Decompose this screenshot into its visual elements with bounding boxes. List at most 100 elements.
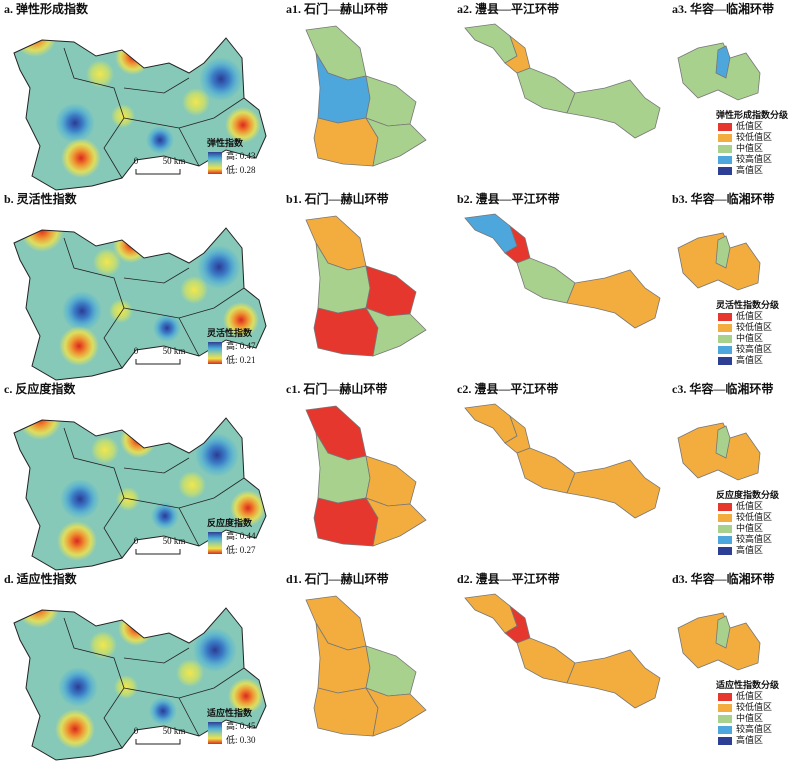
- row-title: a. 弹性形成指数: [4, 1, 89, 16]
- district: [464, 23, 518, 64]
- district: [464, 593, 518, 634]
- district: [516, 447, 576, 494]
- class-label: 中值区: [736, 142, 763, 153]
- class-label: 中值区: [736, 712, 763, 723]
- class-swatch: [718, 737, 732, 745]
- class-swatch: [718, 156, 732, 164]
- class-legend-title: 弹性形成指数分级: [716, 109, 789, 120]
- legend-bar: [208, 532, 222, 554]
- legend-low: 低: 0.30: [226, 734, 256, 745]
- scale-bar: [135, 169, 181, 175]
- legend-low: 低: 0.27: [226, 544, 256, 555]
- district: [313, 687, 379, 737]
- class-label: 较低值区: [736, 321, 772, 332]
- district: [365, 687, 427, 737]
- class-label: 较高值区: [736, 533, 772, 544]
- district: [715, 425, 731, 459]
- district: [464, 403, 518, 444]
- district: [313, 307, 379, 357]
- zone-map-1: [305, 215, 427, 357]
- zone-map-3: [677, 42, 761, 101]
- legend-bar: [208, 342, 222, 364]
- hotspot: [115, 39, 151, 75]
- zone-map-1: [305, 25, 427, 167]
- district: [365, 117, 427, 167]
- border: [123, 457, 190, 474]
- zone-map-3: [677, 612, 761, 671]
- border: [123, 477, 245, 509]
- hotspot: [118, 610, 154, 646]
- legend-high: 高: 0.43: [226, 150, 256, 161]
- district: [365, 455, 417, 507]
- hotspot: [193, 628, 237, 672]
- scale-zero: 0: [134, 726, 139, 736]
- district: [305, 595, 367, 651]
- class-swatch: [718, 547, 732, 555]
- district: [365, 645, 417, 697]
- district: [313, 497, 379, 547]
- district: [715, 235, 731, 269]
- border: [63, 47, 125, 179]
- class-swatch: [718, 715, 732, 723]
- district: [365, 307, 427, 357]
- district: [365, 497, 427, 547]
- legend-bar: [208, 152, 222, 174]
- hotspot: [58, 667, 98, 707]
- district: [365, 75, 417, 127]
- district: [365, 265, 417, 317]
- class-legend-title: 适应性指数分级: [716, 679, 780, 690]
- outline: [13, 607, 267, 761]
- hotspot: [228, 678, 264, 714]
- legend-low: 低: 0.28: [226, 164, 256, 175]
- zone-map-2: [464, 593, 661, 709]
- row-title: d. 适应性指数: [4, 571, 78, 586]
- zone-map-2: [464, 23, 661, 139]
- legend-title: 适应性指数: [207, 707, 253, 718]
- class-swatch: [718, 704, 732, 712]
- class-label: 较低值区: [736, 701, 772, 712]
- panel-title: a2. 澧县—平江环带: [457, 1, 559, 16]
- hotspot: [60, 479, 100, 519]
- legend-title: 反应度指数: [207, 517, 253, 528]
- scale-length: 50 km: [163, 726, 186, 736]
- class-label: 低值区: [736, 120, 763, 131]
- outline: [13, 37, 267, 191]
- border: [63, 237, 125, 369]
- scale-zero: 0: [134, 346, 139, 356]
- hotspot: [18, 418, 62, 440]
- hotspot: [197, 245, 241, 289]
- panel-title: a1. 石门—赫山环带: [286, 1, 388, 16]
- legend-title: 灵活性指数: [206, 327, 253, 338]
- scale-length: 50 km: [163, 536, 186, 546]
- border: [123, 647, 190, 664]
- border: [178, 127, 200, 167]
- district: [305, 25, 367, 81]
- hotspot: [120, 422, 156, 458]
- district: [516, 67, 576, 114]
- border: [123, 267, 190, 284]
- class-swatch: [718, 167, 732, 175]
- hotspot: [230, 490, 266, 526]
- district: [516, 637, 576, 684]
- hotspot: [178, 471, 206, 499]
- hotspot: [195, 433, 239, 477]
- hotspot: [146, 126, 174, 154]
- hotspot: [61, 138, 101, 178]
- district: [566, 269, 661, 329]
- class-swatch: [718, 346, 732, 354]
- legend-title: 弹性指数: [207, 137, 244, 148]
- hotspot: [91, 436, 119, 464]
- class-swatch: [718, 313, 732, 321]
- border: [123, 287, 245, 319]
- class-swatch: [718, 134, 732, 142]
- row-title: c. 反应度指数: [4, 381, 76, 396]
- hotspot: [57, 521, 97, 561]
- hotspot: [86, 60, 114, 88]
- panel-title: c3. 华容—临湘环带: [672, 381, 773, 396]
